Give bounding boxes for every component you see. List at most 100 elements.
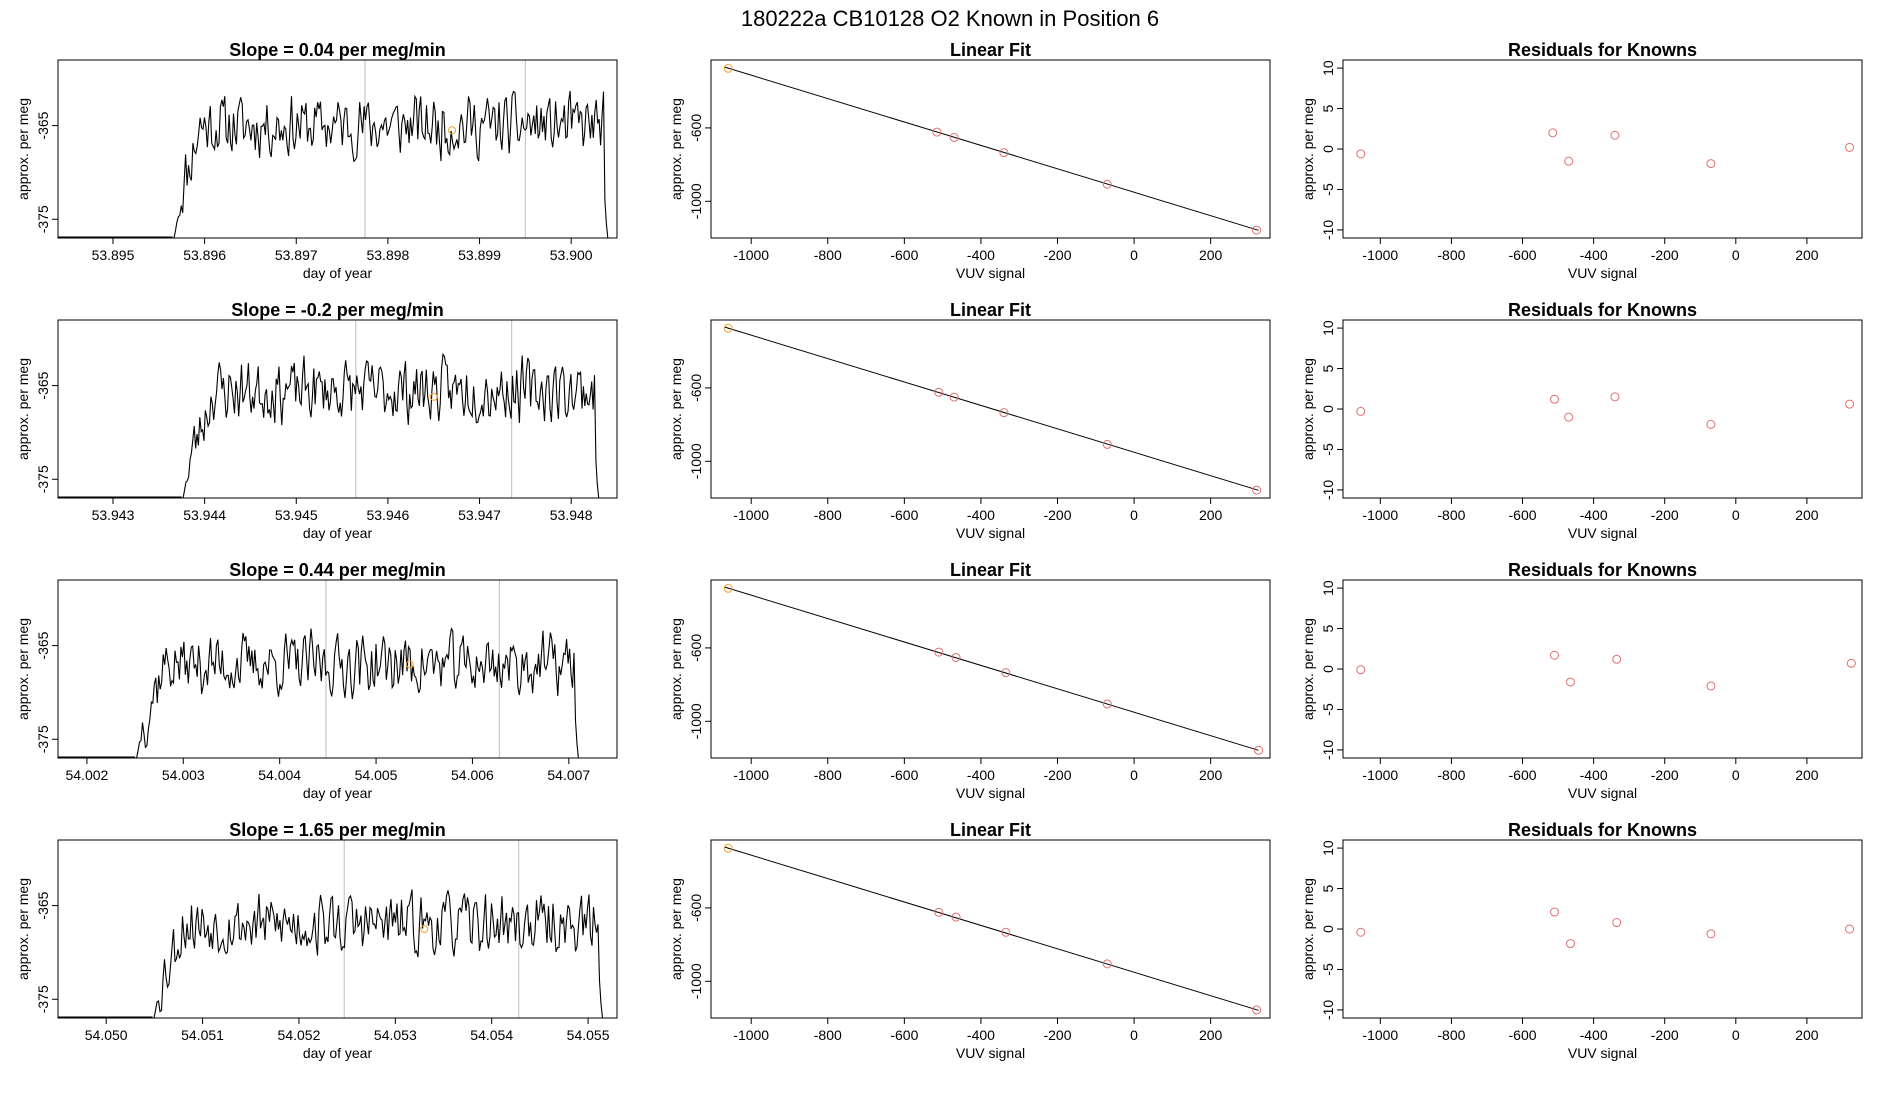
fit-panel-4-xtick-label: -800 bbox=[814, 1027, 842, 1043]
residuals-panel-2-frame bbox=[1342, 319, 1863, 499]
fit-panel-2-point bbox=[934, 387, 944, 397]
residuals-panel-4-ytick-label: -5 bbox=[1320, 963, 1336, 976]
timeseries-panel-2-frame bbox=[57, 319, 618, 499]
timeseries-panel-1-xtick-label: 53.899 bbox=[458, 247, 501, 263]
fit-panel-3-ytick-label: -600 bbox=[688, 634, 704, 662]
timeseries-panel-2-xtick-label: 53.944 bbox=[183, 507, 226, 523]
residuals-panel-2-point bbox=[1610, 392, 1620, 402]
residuals-panel-3-xtick-label: -800 bbox=[1437, 767, 1465, 783]
fit-panel-3-point bbox=[1102, 699, 1112, 709]
residuals-panel-1-xlabel: VUV signal bbox=[1568, 265, 1637, 281]
fit-panel-1-ytick-label: -1000 bbox=[688, 183, 704, 219]
residuals-panel-3-point bbox=[1846, 658, 1856, 668]
timeseries-panel-4-xtick-label: 54.054 bbox=[470, 1027, 513, 1043]
fit-panel-2-xtick-label: -800 bbox=[814, 507, 842, 523]
timeseries-panel-3-ylabel: approx. per meg bbox=[15, 618, 31, 720]
fit-panel-4-frame bbox=[710, 839, 1271, 1019]
timeseries-panel-3-xtick-label: 54.007 bbox=[547, 767, 590, 783]
timeseries-panel-2: Slope = -0.2 per meg/min 53.943 53.944 53.9… bbox=[15, 300, 618, 541]
timeseries-panel-2-ylabel: approx. per meg bbox=[15, 358, 31, 460]
timeseries-panel-4-title: Slope = 1.65 per meg/min bbox=[229, 820, 446, 840]
residuals-panel-2-xlabel: VUV signal bbox=[1568, 525, 1637, 541]
residuals-panel-1-title: Residuals for Knowns bbox=[1508, 40, 1697, 60]
timeseries-panel-4-xtick-label: 54.051 bbox=[181, 1027, 224, 1043]
fit-panel-4-xtick-label: -1000 bbox=[733, 1027, 769, 1043]
timeseries-panel-3-xtick-label: 54.005 bbox=[355, 767, 398, 783]
residuals-panel-4-xtick-label: -800 bbox=[1437, 1027, 1465, 1043]
residuals-panel-2-xtick-label: -400 bbox=[1580, 507, 1608, 523]
fit-panel-3-point bbox=[934, 647, 944, 657]
fit-panel-2-fit-line bbox=[724, 326, 1259, 491]
fit-panel-3-frame bbox=[710, 579, 1271, 759]
fit-panel-1-xtick-label: -400 bbox=[967, 247, 995, 263]
residuals-panel-3-point bbox=[1706, 681, 1716, 691]
residuals-panel-3-point bbox=[1550, 650, 1560, 660]
fit-panel-1-xtick-label: -200 bbox=[1043, 247, 1071, 263]
fit-panel-3-xtick-label: -200 bbox=[1043, 767, 1071, 783]
fit-panel-4-xtick-label: -400 bbox=[967, 1027, 995, 1043]
fit-panel-3: Linear Fit -1000 -800 -600 -400 -200 0 200 -1000… bbox=[668, 560, 1271, 801]
timeseries-panel-4-ytick-label: -375 bbox=[35, 985, 51, 1013]
fit-panel-3-point bbox=[1254, 745, 1264, 755]
fit-panel-2-point bbox=[949, 392, 959, 402]
fit-panel-3-xtick-label: 0 bbox=[1130, 767, 1138, 783]
fit-panel-4-point bbox=[723, 843, 733, 853]
residuals-panel-4-point bbox=[1566, 939, 1576, 949]
fit-panel-2-point bbox=[999, 408, 1009, 418]
residuals-panel-1-ytick-label: 0 bbox=[1320, 145, 1336, 153]
fit-panel-1-ylabel: approx. per meg bbox=[668, 98, 684, 200]
timeseries-panel-3-xlabel: day of year bbox=[303, 785, 373, 801]
residuals-panel-2-point bbox=[1845, 399, 1855, 409]
timeseries-panel-4-frame bbox=[57, 839, 618, 1019]
fit-panel-4-fit-line bbox=[724, 846, 1259, 1011]
residuals-panel-2-ytick-label: 10 bbox=[1320, 320, 1336, 336]
timeseries-panel-4-ytick-label: -365 bbox=[35, 891, 51, 919]
timeseries-panel-2-xtick-label: 53.945 bbox=[275, 507, 318, 523]
fit-panel-3-xlabel: VUV signal bbox=[956, 785, 1025, 801]
residuals-panel-4-xlabel: VUV signal bbox=[1568, 1045, 1637, 1061]
timeseries-panel-2-xtick-label: 53.943 bbox=[92, 507, 135, 523]
fit-panel-1-xtick-label: -600 bbox=[890, 247, 918, 263]
residuals-panel-2-ytick-label: 0 bbox=[1320, 405, 1336, 413]
residuals-panel-1-ytick-label: 5 bbox=[1320, 104, 1336, 112]
residuals-panel-1-xtick-label: -200 bbox=[1651, 247, 1679, 263]
residuals-panel-4-xtick-label: 0 bbox=[1732, 1027, 1740, 1043]
timeseries-panel-1-ylabel: approx. per meg bbox=[15, 98, 31, 200]
timeseries-panel-1-xtick-label: 53.897 bbox=[275, 247, 318, 263]
fit-panel-2: Linear Fit -1000 -800 -600 -400 -200 0 200 -1000… bbox=[668, 300, 1271, 541]
residuals-panel-3-ytick-label: 10 bbox=[1320, 580, 1336, 596]
fit-panel-2-point bbox=[1252, 485, 1262, 495]
fit-panel-4-xtick-label: -200 bbox=[1043, 1027, 1071, 1043]
timeseries-panel-1-xtick-label: 53.898 bbox=[366, 247, 409, 263]
fit-panel-4-title: Linear Fit bbox=[950, 820, 1031, 840]
timeseries-panel-1-signal-line bbox=[172, 90, 609, 239]
fit-panel-1-xlabel: VUV signal bbox=[956, 265, 1025, 281]
residuals-panel-3-xtick-label: 0 bbox=[1732, 767, 1740, 783]
fit-panel-1-point bbox=[932, 127, 942, 137]
fit-panel-2-point bbox=[723, 323, 733, 333]
residuals-panel-3-title: Residuals for Knowns bbox=[1508, 560, 1697, 580]
timeseries-panel-3-frame bbox=[57, 579, 618, 759]
timeseries-panel-4-xtick-label: 54.050 bbox=[85, 1027, 128, 1043]
residuals-panel-4-point bbox=[1706, 929, 1716, 939]
timeseries-panel-4: Slope = 1.65 per meg/min 54.050 54.051 54.0… bbox=[15, 820, 618, 1061]
residuals-panel-4-point bbox=[1356, 927, 1366, 937]
residuals-panel-2-point bbox=[1564, 412, 1574, 422]
residuals-panel-4-xtick-label: 200 bbox=[1795, 1027, 1819, 1043]
fit-panel-1-title: Linear Fit bbox=[950, 40, 1031, 60]
residuals-panel-4-xtick-label: -400 bbox=[1580, 1027, 1608, 1043]
fit-panel-1-xtick-label: -1000 bbox=[733, 247, 769, 263]
residuals-panel-4-xtick-label: -600 bbox=[1509, 1027, 1537, 1043]
fit-panel-2-xtick-label: -600 bbox=[890, 507, 918, 523]
fit-panel-2-point bbox=[1102, 439, 1112, 449]
residuals-panel-2-ylabel: approx. per meg bbox=[1300, 358, 1316, 460]
residuals-panel-2-title: Residuals for Knowns bbox=[1508, 300, 1697, 320]
timeseries-panel-2-ytick-label: -365 bbox=[35, 371, 51, 399]
fit-panel-3-point bbox=[951, 652, 961, 662]
fit-panel-2-xtick-label: -1000 bbox=[733, 507, 769, 523]
residuals-panel-1-xtick-label: -400 bbox=[1580, 247, 1608, 263]
timeseries-panel-1: Slope = 0.04 per meg/min 53.895 53.896 53.8… bbox=[15, 40, 618, 281]
timeseries-panel-1-xtick-label: 53.896 bbox=[183, 247, 226, 263]
fit-panel-4-xlabel: VUV signal bbox=[956, 1045, 1025, 1061]
fit-panel-4: Linear Fit -1000 -800 -600 -400 -200 0 200 -1000… bbox=[668, 820, 1271, 1061]
